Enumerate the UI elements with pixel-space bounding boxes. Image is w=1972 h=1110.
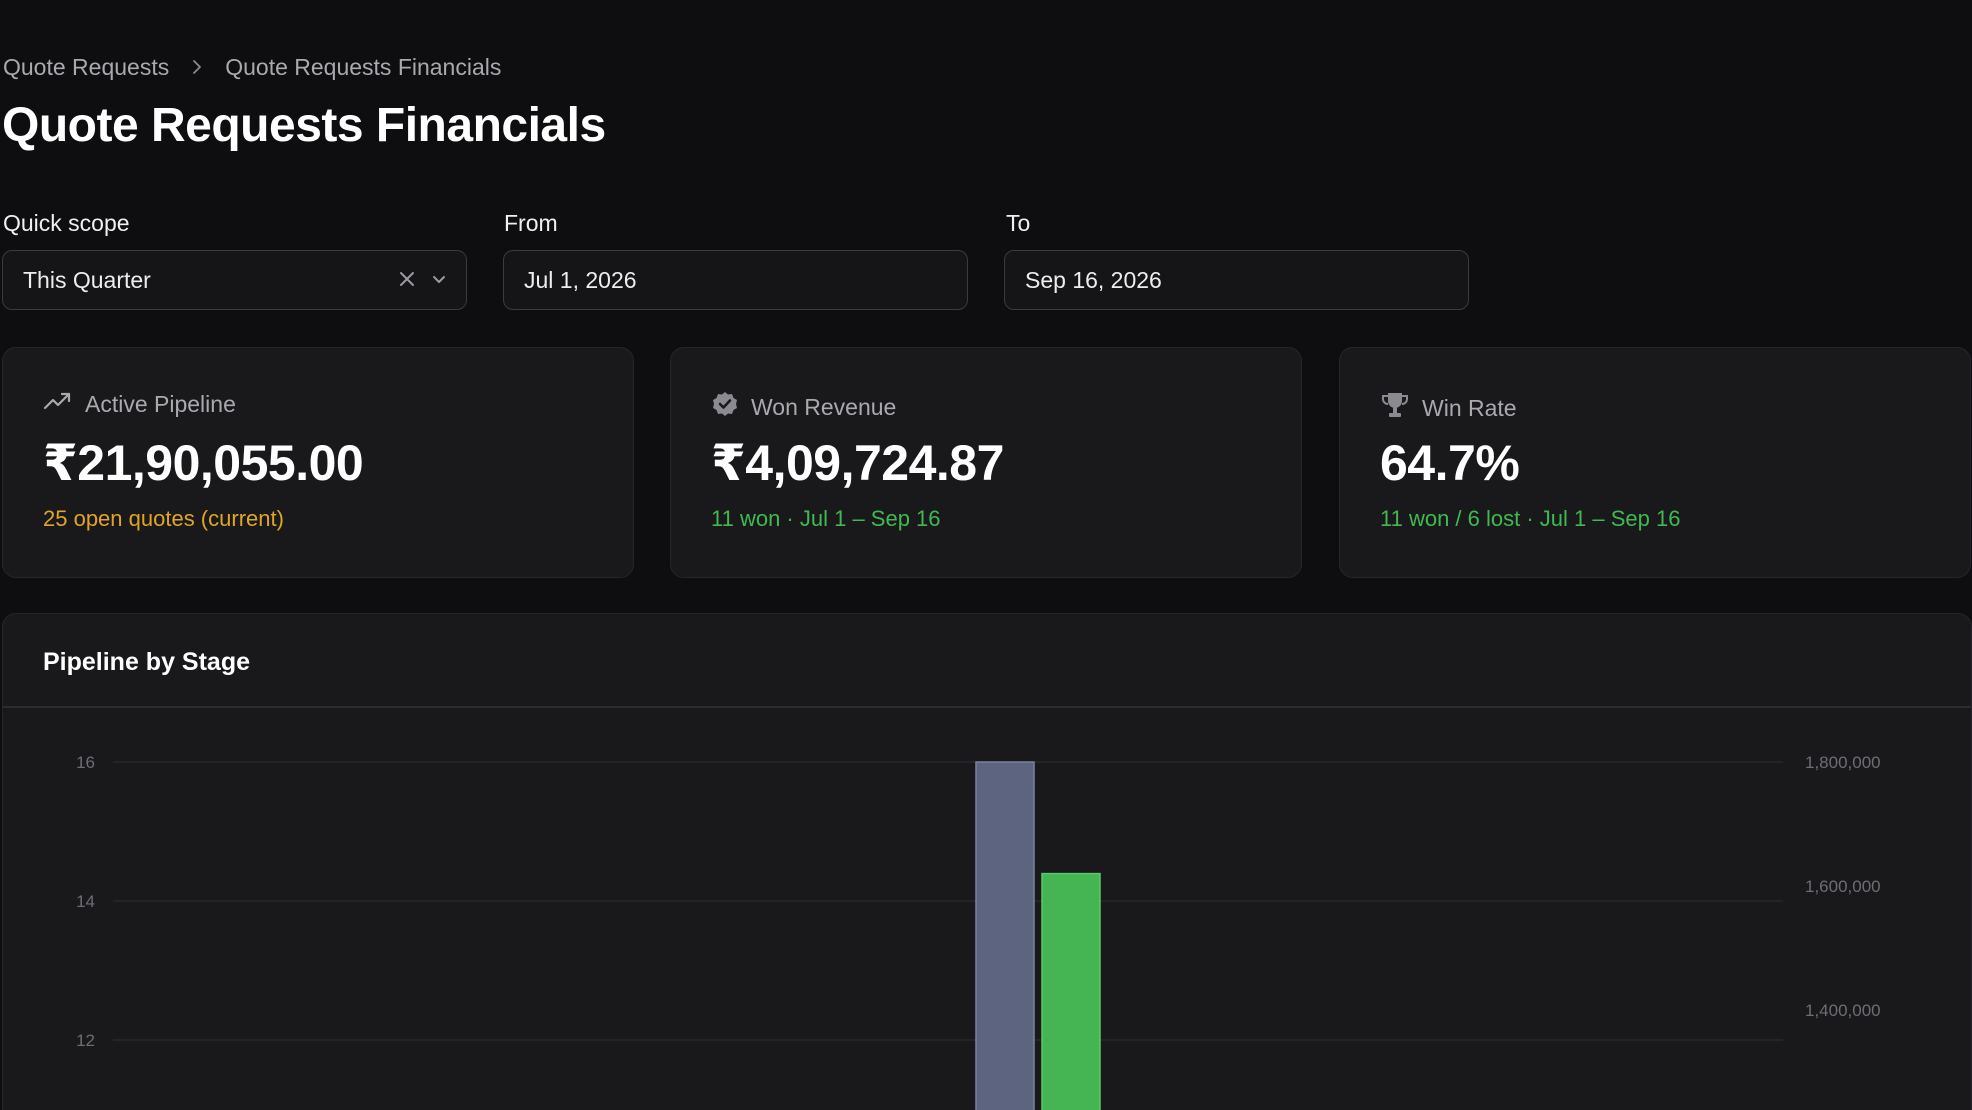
active-pipeline-card: Active Pipeline ₹21,90,055.00 25 open qu… [2,347,634,578]
page-title: Quote Requests Financials [2,99,606,152]
left-axis-tick-label: 12 [76,1031,95,1050]
chevron-down-icon[interactable] [430,267,448,294]
to-date-input[interactable]: Sep 16, 2026 [1004,250,1469,310]
right-axis-tick-label: 1,600,000 [1805,877,1881,896]
card-header: Won Revenue [711,390,896,424]
divider [3,706,1971,708]
quick-scope-select[interactable]: This Quarter [2,250,467,310]
breadcrumb-current: Quote Requests Financials [225,54,502,80]
card-subtitle: 11 won / 6 lost · Jul 1 – Sep 16 [1380,506,1681,531]
trending-up-icon [43,390,73,418]
pipeline-by-stage-panel: Pipeline by Stage 16 14 12 1,800,000 1,600,0… [2,613,1972,1110]
left-axis-tick-label: 14 [76,892,95,911]
bar-right-series[interactable] [1041,872,1101,1110]
left-axis-tick-label: 16 [76,753,95,772]
from-date-input[interactable]: Jul 1, 2026 [503,250,968,310]
chart-title: Pipeline by Stage [43,648,251,676]
card-subtitle: 11 won · Jul 1 – Sep 16 [711,506,941,531]
breadcrumb: Quote Requests Quote Requests Financials [3,54,501,81]
won-revenue-card: Won Revenue ₹4,09,724.87 11 won · Jul 1 … [670,347,1302,578]
quick-scope-value: This Quarter [23,266,151,293]
to-date-value: Sep 16, 2026 [1025,266,1162,293]
clear-icon[interactable] [398,267,416,294]
check-badge-icon [711,390,739,424]
card-title: Won Revenue [751,393,897,420]
card-title: Win Rate [1422,394,1517,421]
card-value: 64.7% [1380,435,1520,491]
pipeline-chart: 16 14 12 1,800,000 1,600,000 1,400,000 [76,753,1881,1110]
right-axis-tick-label: 1,400,000 [1805,1001,1881,1020]
breadcrumb-link-quote-requests[interactable]: Quote Requests [3,54,170,80]
card-title: Active Pipeline [85,390,236,417]
card-value: ₹21,90,055.00 [43,435,364,491]
card-header: Active Pipeline [43,390,236,418]
trophy-icon [1380,390,1410,426]
card-value: ₹4,09,724.87 [711,435,1004,491]
quick-scope-label: Quick scope [3,210,130,236]
to-label: To [1006,210,1031,236]
win-rate-card: Win Rate 64.7% 11 won / 6 lost · Jul 1 –… [1339,347,1971,578]
from-label: From [504,210,558,236]
from-date-value: Jul 1, 2026 [524,266,637,293]
bar-left-series[interactable] [975,761,1035,1110]
card-subtitle: 25 open quotes (current) [43,506,284,531]
breadcrumb-separator-icon [191,55,203,81]
card-header: Win Rate [1380,390,1517,426]
right-axis-tick-label: 1,800,000 [1805,753,1881,772]
